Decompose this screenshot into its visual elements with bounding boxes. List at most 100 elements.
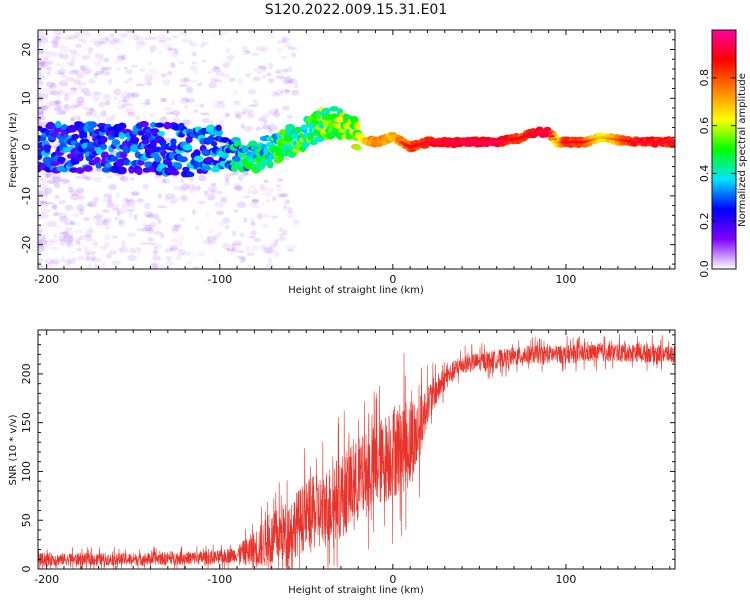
spectrogram-noise-blob (64, 218, 73, 225)
spectrogram-noise-blob (191, 51, 198, 57)
spectrogram-noise-blob (135, 45, 142, 51)
spectrogram-noise-blob (179, 77, 188, 83)
spectrogram-noise-blob (92, 242, 99, 249)
spectrogram-noise-blob (191, 61, 197, 65)
spectrogram-noise-blob (44, 239, 54, 246)
spectrogram-noise-blob (70, 52, 81, 57)
spectrogram-noise-blob (242, 107, 249, 114)
spectrogram-noise-blob (59, 231, 69, 238)
spectrogram-noise-blob (38, 74, 45, 80)
spectrogram-noise-blob (79, 192, 84, 198)
spectrogram-noise-blob (244, 125, 254, 132)
spectrogram-noise-blob (51, 212, 58, 217)
spectrogram-ridge-blob (57, 156, 66, 163)
spectrogram-noise-blob (255, 45, 266, 52)
spectrogram-noise-blob (212, 233, 220, 241)
spectrogram-noise-blob (91, 255, 97, 261)
colorbar-gradient (711, 29, 737, 270)
spectrogram-noise-blob (60, 255, 65, 263)
spectrogram-noise-blob (112, 235, 118, 239)
spectrogram-noise-blob (123, 66, 129, 70)
spectrogram-noise-blob (51, 175, 59, 181)
spectrogram-noise-blob (247, 188, 252, 196)
spectrogram-noise-blob (167, 70, 173, 76)
spectrogram-noise-blob (188, 253, 198, 258)
spectrogram-noise-blob (282, 229, 288, 235)
spectrogram-noise-blob (157, 205, 167, 209)
spectrogram-noise-blob (38, 62, 44, 69)
spectrogram-noise-blob (52, 176, 61, 180)
spectrogram-noise-blob (103, 57, 110, 63)
spectrogram-noise-blob (272, 196, 277, 202)
spectrogram-noise-blob (133, 214, 138, 221)
spectrogram-noise-blob (234, 185, 243, 191)
spectrogram-ridge-blob (87, 121, 98, 129)
spectrogram-noise-blob (239, 232, 245, 238)
spectrogram-noise-blob (70, 87, 78, 91)
spectrogram-noise-blob (113, 88, 122, 96)
spectrogram-noise-blob (207, 194, 216, 201)
spectrogram-noise-blob (215, 71, 224, 77)
spectrogram-noise-blob (80, 87, 90, 95)
spectrogram-noise-blob (232, 101, 242, 106)
spectrogram-noise-blob (102, 217, 112, 223)
spectrogram-noise-blob (259, 185, 267, 192)
spectrogram-noise-blob (283, 68, 288, 73)
spectrogram-noise-blob (276, 186, 282, 192)
spectrogram-noise-blob (284, 42, 293, 49)
spectrogram-noise-blob (185, 98, 191, 104)
spectrogram-noise-blob (227, 247, 238, 252)
spectrogram-noise-blob (105, 43, 114, 47)
spectrogram-noise-blob (109, 249, 117, 255)
spectrogram-noise-blob (79, 195, 87, 200)
spectrogram-noise-blob (179, 97, 189, 105)
spectrogram-noise-blob (287, 248, 295, 253)
spectrogram-noise-blob (286, 66, 293, 73)
spectrogram-noise-blob (144, 36, 151, 41)
spectrogram-noise-blob (239, 258, 246, 264)
spectrogram-noise-blob (68, 34, 78, 40)
spectrogram-noise-blob (40, 212, 49, 219)
spectrogram-noise-blob (144, 202, 151, 210)
spectrogram-noise-blob (66, 262, 71, 268)
spectrogram-noise-blob (152, 266, 158, 269)
spectrogram-ridge-blob (157, 130, 166, 137)
spectrogram-noise-blob (72, 212, 80, 218)
spectrogram-noise-blob (45, 173, 51, 179)
spectrogram-noise-blob (232, 240, 243, 247)
spectrogram-noise-blob (263, 179, 269, 184)
spectrogram-noise-blob (286, 115, 294, 119)
spectrogram-noise-blob (208, 227, 214, 235)
spectrogram-ridge (38, 106, 675, 178)
spectrogram-noise-blob (238, 174, 244, 182)
spectrogram-noise-blob (124, 198, 135, 202)
spectrogram-noise-blob (70, 220, 76, 226)
spectrogram-noise-blob (70, 193, 80, 200)
spectrogram-noise-blob (170, 238, 181, 243)
snr-x-tick-label: 0 (389, 573, 396, 586)
spectrogram-noise-blob (73, 79, 82, 85)
spectrogram-noise-blob (103, 193, 113, 198)
spectrogram-noise-blob (69, 63, 75, 68)
spectrogram-noise-blob (63, 221, 70, 226)
spectrogram-noise-blob (38, 196, 41, 202)
spectrogram-noise-blob (44, 54, 50, 61)
spectrogram-noise-blob (91, 95, 100, 102)
spectrogram-noise-blob (54, 71, 65, 76)
spectrogram-noise-blob (53, 30, 62, 36)
spectrogram-noise-blob (245, 245, 251, 252)
spectrogram-noise-blob (189, 79, 199, 84)
spectrogram-noise-blob (170, 200, 176, 205)
spectrogram-noise-blob (273, 89, 284, 96)
spectrogram-noise-blob (149, 263, 159, 269)
spectrogram-noise-blob (241, 110, 251, 116)
spectrogram-ridge-blob (79, 130, 88, 139)
spectrogram-noise-blob (135, 83, 145, 87)
spectrogram-noise-blob (160, 73, 168, 78)
spectrogram-noise-blob (38, 40, 43, 45)
spectrogram-noise-blob (248, 184, 257, 189)
spectrogram-noise-blob (262, 112, 272, 118)
spectrogram-noise-blob (231, 243, 236, 251)
spectrogram-noise-blob (248, 108, 254, 116)
